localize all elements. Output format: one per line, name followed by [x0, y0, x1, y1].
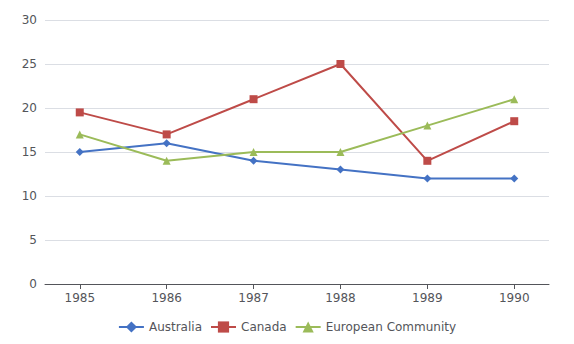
svg-text:20: 20 — [22, 101, 37, 115]
svg-text:1988: 1988 — [325, 291, 356, 305]
svg-text:1986: 1986 — [151, 291, 182, 305]
svg-text:1989: 1989 — [412, 291, 443, 305]
svg-text:15: 15 — [22, 145, 37, 159]
svg-text:Australia: Australia — [149, 320, 202, 334]
svg-text:European Community: European Community — [326, 320, 456, 334]
svg-text:5: 5 — [29, 233, 37, 247]
svg-text:1987: 1987 — [238, 291, 269, 305]
svg-text:10: 10 — [22, 189, 37, 203]
svg-text:1990: 1990 — [499, 291, 530, 305]
svg-text:1985: 1985 — [64, 291, 95, 305]
svg-text:Canada: Canada — [241, 320, 287, 334]
svg-text:30: 30 — [22, 13, 37, 27]
svg-text:0: 0 — [29, 277, 37, 291]
svg-text:25: 25 — [22, 57, 37, 71]
